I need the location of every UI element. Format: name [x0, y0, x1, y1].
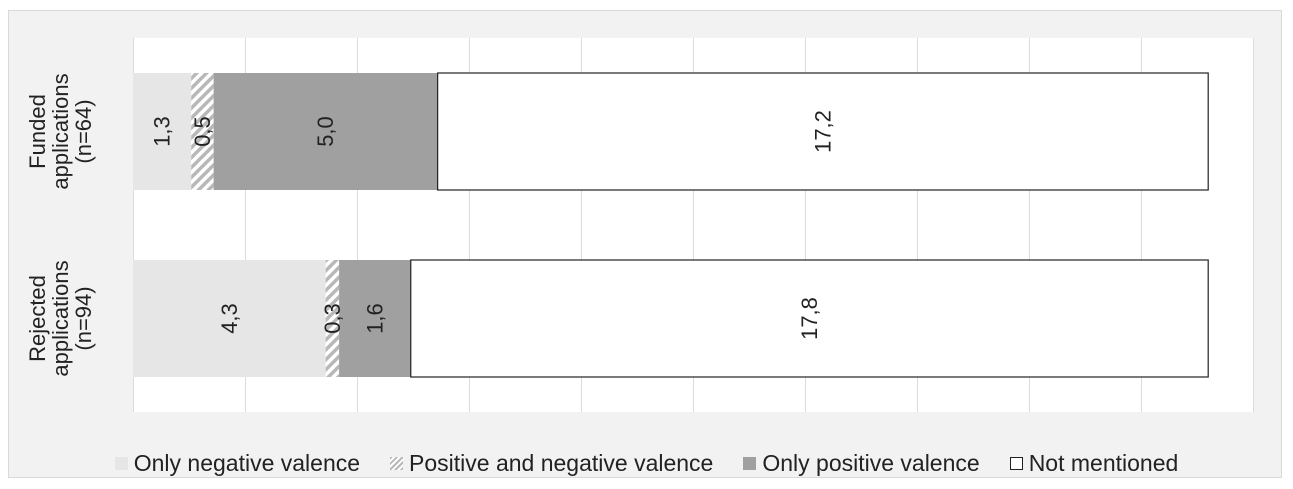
data-label: 1,3 [150, 116, 175, 147]
legend-item: Only negative valence [114, 449, 361, 477]
legend-item: Positive and negative valence [390, 450, 713, 477]
bar-segment [325, 260, 340, 377]
bar-segment [133, 260, 326, 377]
legend-label: Only negative valence [133, 449, 361, 476]
legend-item: Not mentioned [1009, 449, 1179, 477]
legend-label: Not mentioned [1028, 449, 1179, 476]
data-label: 0,5 [190, 116, 215, 147]
legend-item: Only positive valence [743, 449, 980, 477]
data-label: 0,3 [320, 303, 345, 334]
category-label: Fundedapplications(n=64) [25, 73, 96, 189]
category-label: Rejectedapplications(n=94) [25, 260, 96, 376]
bar-segment [133, 73, 192, 190]
legend-swatch [1009, 456, 1023, 470]
bar-segment [410, 259, 1209, 378]
bar-segment [191, 73, 214, 190]
legend-swatch [114, 456, 128, 470]
legend-swatch [743, 456, 757, 470]
data-label: 5,0 [313, 116, 338, 147]
bar-segment [437, 72, 1209, 191]
legend-label: Positive and negative valence [409, 449, 714, 476]
bar-segment [213, 73, 438, 190]
data-label: 17,2 [810, 110, 835, 153]
bar-segment [339, 260, 411, 377]
legend-swatch [390, 456, 404, 470]
data-label: 4,3 [217, 303, 242, 334]
legend-label: Only positive valence [762, 449, 980, 476]
data-label: 1,6 [362, 303, 387, 334]
legend: Only negative valence Positive and negati… [0, 446, 1293, 480]
data-label: 17,8 [797, 297, 822, 340]
